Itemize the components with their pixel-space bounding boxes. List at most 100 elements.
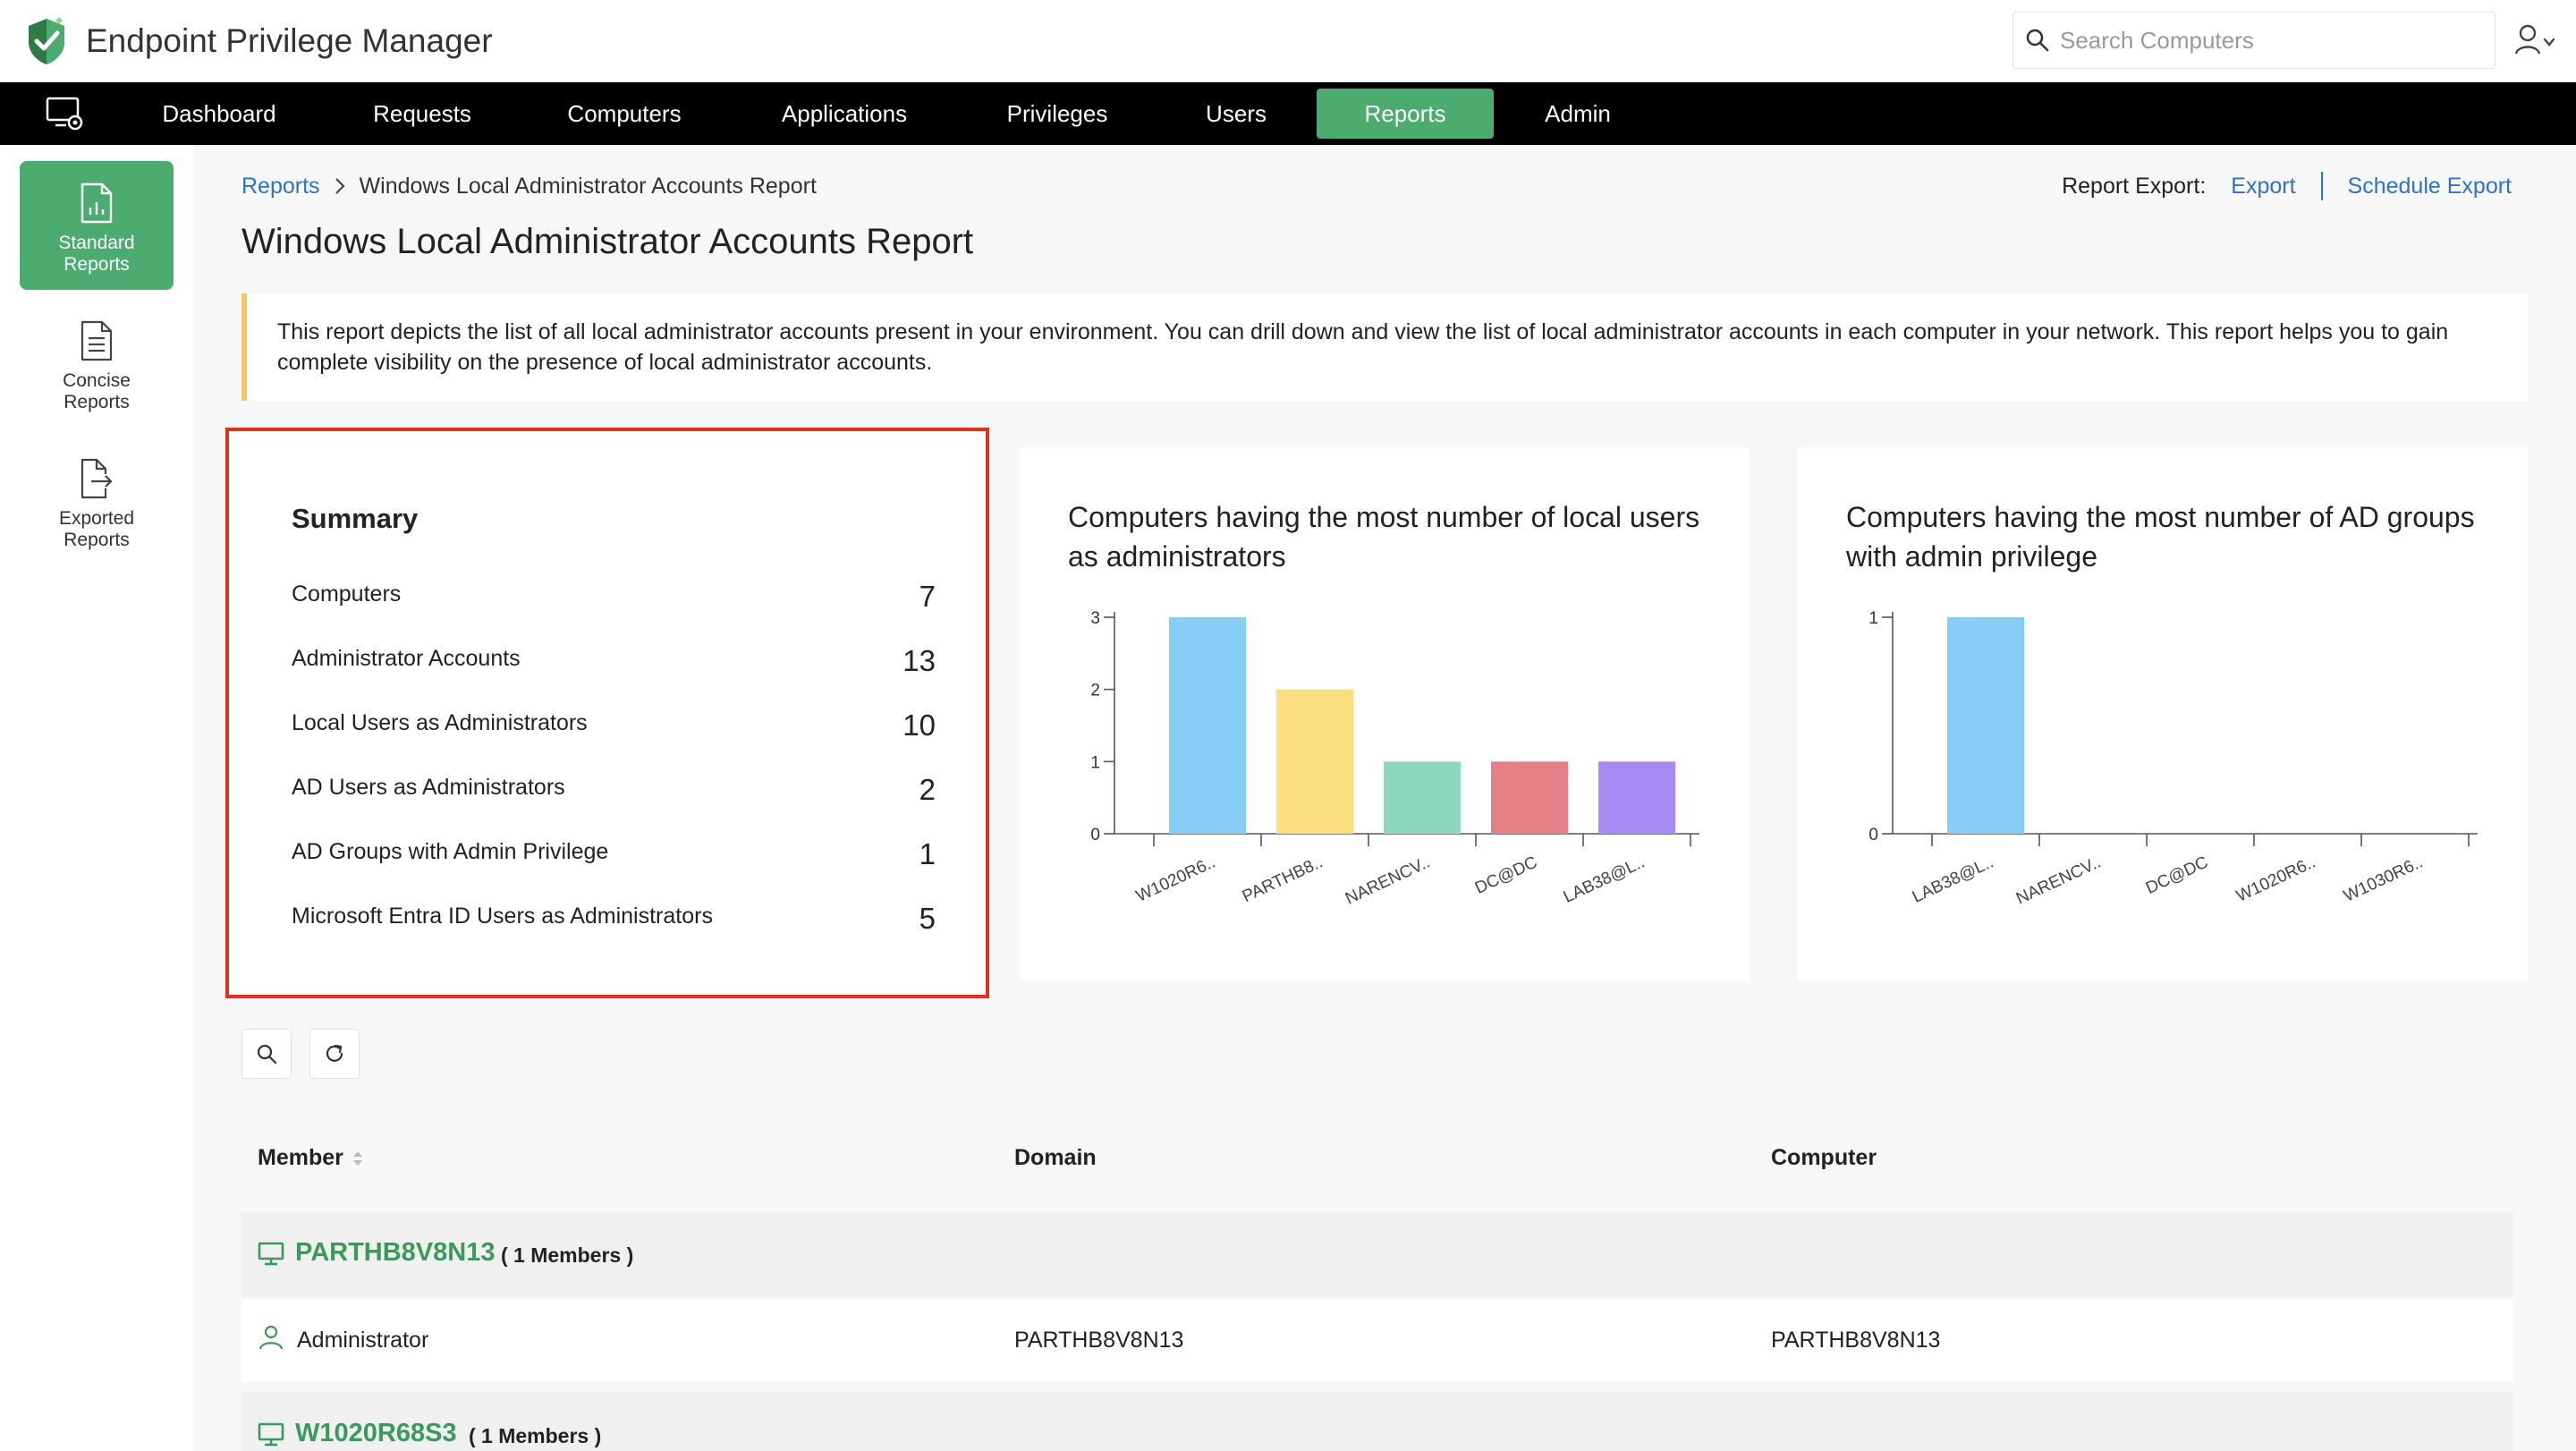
chart-bar[interactable] — [1947, 617, 2024, 834]
breadcrumb-reports-link[interactable]: Reports — [242, 173, 320, 199]
page-title: Windows Local Administrator Accounts Rep… — [242, 222, 974, 261]
user-menu[interactable] — [2513, 21, 2556, 57]
sidebar-item-label: Concise — [63, 370, 131, 391]
x-tick-label: DC@DC — [2143, 853, 2211, 897]
y-tick-label: 0 — [1090, 826, 1100, 844]
y-tick-label: 1 — [1090, 753, 1100, 772]
bar-chart-ad-groups: 0 1 LAB38@L.. NARENCV.. DC@DC W1020R6.. W1030R… — [1868, 609, 2478, 909]
nav-applications[interactable]: Applications — [781, 100, 908, 127]
column-header-domain: Domain — [1014, 1145, 1097, 1171]
summary-label: Local Users as Administrators — [292, 710, 588, 735]
x-tick-label: PARTHB8.. — [1240, 853, 1326, 906]
user-icon — [258, 1325, 284, 1350]
x-tick-label: NARENCV.. — [1343, 853, 1433, 908]
refresh-icon — [326, 1044, 343, 1062]
summary-row-ad-users[interactable]: AD Users as Administrators 2 — [292, 769, 936, 806]
chart-bar[interactable] — [1169, 617, 1246, 834]
cell-domain: PARTHB8V8N13 — [1014, 1328, 1184, 1353]
y-tick-label: 1 — [1868, 609, 1878, 628]
group-computer-name[interactable]: W1020R68S3 — [295, 1419, 457, 1447]
x-tick-label: LAB38@L.. — [1561, 853, 1648, 906]
brand[interactable]: Endpoint Privilege Manager — [23, 14, 493, 68]
summary-value[interactable]: 13 — [902, 644, 936, 677]
summary-label: AD Groups with Admin Privilege — [292, 839, 609, 864]
schedule-export-link[interactable]: Schedule Export — [2347, 173, 2512, 199]
summary-value[interactable]: 7 — [919, 580, 936, 613]
summary-row-computers[interactable]: Computers 7 — [292, 576, 936, 613]
column-header-label: Domain — [1014, 1145, 1097, 1170]
chart-bar[interactable] — [1384, 761, 1461, 834]
nav-reports[interactable]: Reports — [1317, 89, 1494, 139]
sidebar-item-label: Standard — [58, 233, 135, 253]
export-file-icon — [80, 458, 113, 499]
summary-card: Summary Computers 7 Administrator Accoun… — [225, 428, 989, 998]
summary-value[interactable]: 1 — [919, 837, 936, 870]
breadcrumb: Reports Windows Local Administrator Acco… — [242, 170, 817, 202]
summary-value[interactable]: 5 — [919, 902, 936, 935]
x-tick-label: W1030R6.. — [2341, 853, 2426, 905]
nav-dashboard[interactable]: Dashboard — [162, 100, 276, 127]
sidebar-item-label: Reports — [64, 530, 130, 550]
x-tick-label: W1020R6.. — [1133, 853, 1218, 905]
summary-row-local-users[interactable]: Local Users as Administrators 10 — [292, 705, 936, 742]
report-description-text: This report depicts the list of all loca… — [277, 319, 2449, 375]
main-nav: Dashboard Requests Computers Application… — [0, 82, 2576, 145]
search-icon — [2026, 29, 2049, 52]
computer-icon — [258, 1242, 284, 1266]
report-description: This report depicts the list of all loca… — [242, 293, 2528, 401]
sidebar-item-exported-reports[interactable]: Exported Reports — [20, 437, 174, 565]
sidebar-item-label: Reports — [64, 254, 130, 275]
table-row[interactable]: Administrator PARTHB8V8N13 PARTHB8V8N13 — [242, 1299, 2513, 1381]
shield-check-logo-icon — [29, 17, 64, 64]
summary-row-administrator-accounts[interactable]: Administrator Accounts 13 — [292, 641, 936, 677]
table-search-button[interactable] — [242, 1029, 292, 1079]
summary-title: Summary — [292, 503, 419, 534]
summary-row-ad-groups[interactable]: AD Groups with Admin Privilege 1 — [292, 834, 936, 870]
table-group-row[interactable]: W1020R68S3 ( 1 Members ) — [242, 1392, 2513, 1451]
bar-chart-local-users: 0 1 2 3 W1020R6.. PARTHB8.. NARENCV.. DC@DC LAB3… — [1090, 609, 1699, 909]
sidebar-item-concise-reports[interactable]: Concise Reports — [20, 299, 174, 428]
user-chevron-icon — [2514, 24, 2555, 55]
search-input[interactable] — [2060, 26, 2480, 55]
x-tick-label: W1020R6.. — [2233, 853, 2318, 905]
chart-card-ad-groups: Computers having the most number of AD g… — [1798, 447, 2528, 980]
column-header-member[interactable]: Member — [258, 1145, 365, 1171]
summary-row-entra-users[interactable]: Microsoft Entra ID Users as Administrato… — [292, 898, 936, 935]
sidebar-item-standard-reports[interactable]: Standard Reports — [20, 161, 174, 290]
sort-icon[interactable] — [351, 1149, 365, 1168]
nav-admin[interactable]: Admin — [1545, 100, 1611, 127]
chevron-right-icon — [335, 178, 345, 194]
x-tick-label: LAB38@L.. — [1910, 853, 1996, 906]
report-export-bar: Report Export: Export Schedule Export — [2062, 170, 2512, 202]
y-tick-label: 0 — [1868, 826, 1878, 844]
sidebar-item-label: Exported — [58, 508, 135, 529]
column-header-label: Computer — [1771, 1145, 1877, 1170]
group-computer-name[interactable]: PARTHB8V8N13 — [295, 1238, 496, 1267]
table-group-row[interactable]: PARTHB8V8N13 ( 1 Members ) — [242, 1211, 2513, 1297]
summary-label: Computers — [292, 581, 402, 607]
chart-title: Computers having the most number of AD g… — [1846, 501, 2475, 573]
chart-bar[interactable] — [1276, 689, 1353, 834]
summary-value[interactable]: 10 — [902, 709, 936, 742]
search-icon — [257, 1044, 277, 1065]
summary-value[interactable]: 2 — [919, 773, 936, 806]
summary-label: Administrator Accounts — [292, 646, 521, 671]
nav-requests[interactable]: Requests — [373, 100, 471, 127]
nav-computers[interactable]: Computers — [567, 100, 682, 127]
monitor-settings-icon[interactable] — [45, 95, 84, 132]
cell-computer: PARTHB8V8N13 — [1771, 1328, 1941, 1353]
chart-card-local-users: Computers having the most number of loca… — [1020, 447, 1750, 980]
chart-bar[interactable] — [1598, 761, 1675, 834]
app-title: Endpoint Privilege Manager — [86, 22, 493, 59]
nav-users[interactable]: Users — [1206, 100, 1267, 127]
column-header-label: Member — [258, 1145, 343, 1170]
chart-bar[interactable] — [1491, 761, 1568, 834]
chart-title: Computers having the most number of loca… — [1068, 501, 1700, 573]
export-link[interactable]: Export — [2231, 173, 2296, 199]
nav-privileges[interactable]: Privileges — [1006, 100, 1108, 127]
refresh-button[interactable] — [309, 1029, 360, 1079]
breadcrumb-current: Windows Local Administrator Accounts Rep… — [359, 173, 817, 199]
x-tick-label: NARENCV.. — [2013, 853, 2104, 908]
search-box[interactable] — [2012, 12, 2496, 69]
x-tick-label: DC@DC — [1472, 853, 1540, 897]
